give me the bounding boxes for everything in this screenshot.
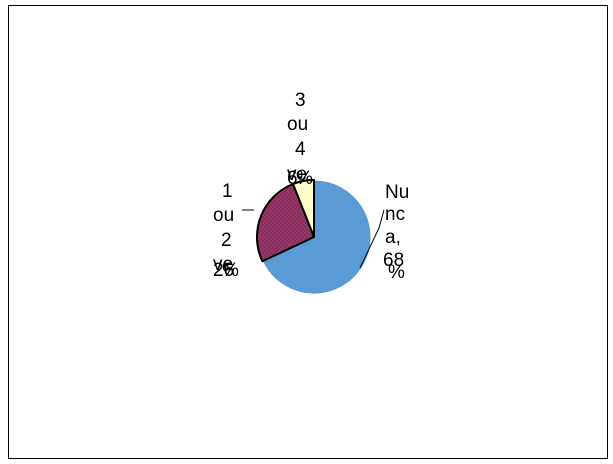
slice-label-3-ou-4: 3 ou 4 ve 6 %	[287, 90, 313, 189]
slice-label-nunca: Nu nc a, 68 %	[383, 182, 409, 283]
label-line: 2	[221, 230, 232, 251]
leader-lines	[242, 176, 385, 269]
label-line: a,	[385, 227, 401, 248]
label-line: %	[222, 260, 239, 281]
leader-nunca	[359, 209, 385, 269]
label-line: ou	[287, 114, 308, 135]
pie-slice-3-ou-4-ve	[292, 179, 315, 238]
label-line: ve	[213, 254, 233, 275]
label-line: 1	[222, 181, 233, 202]
label-line: ve	[287, 164, 307, 185]
label-line: 4	[295, 139, 306, 160]
pie-slice-nunca	[261, 179, 372, 295]
label-line: 6	[287, 168, 298, 189]
label-line: Nu	[385, 182, 409, 203]
label-line: ou	[213, 205, 234, 226]
label-line: 26	[213, 260, 234, 281]
label-line: 3	[295, 90, 306, 111]
slice-label-1-ou-2: 1 ou 2 ve 26 %	[213, 181, 239, 281]
label-line: nc	[385, 204, 405, 225]
label-line: %	[388, 262, 405, 283]
label-line: %	[296, 168, 313, 189]
label-line: 68	[383, 250, 404, 271]
pie-slices	[255, 179, 372, 295]
